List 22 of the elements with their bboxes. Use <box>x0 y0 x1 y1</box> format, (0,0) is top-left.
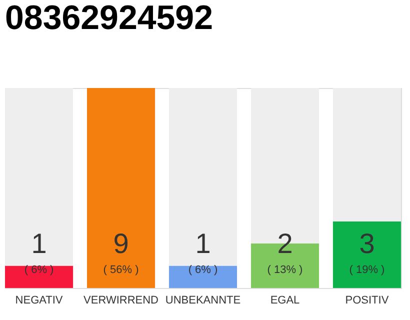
chart-title: 08362924592 <box>5 0 214 37</box>
data-label: 1 <box>195 228 211 259</box>
bar <box>332 88 401 222</box>
x-tick-label: POSITIV <box>345 294 390 306</box>
x-tick-label: UNBEKANNTE <box>165 294 241 306</box>
bar <box>5 88 74 266</box>
data-label: 9 <box>113 228 129 259</box>
x-tick-label: EGAL <box>270 294 300 306</box>
data-label: 3 <box>359 228 375 259</box>
x-tick-label: VERWIRREND <box>84 294 159 306</box>
data-label: 1 <box>31 228 47 259</box>
annotation: ( 6% ) <box>188 264 218 276</box>
annotation: ( 56% ) <box>103 264 139 276</box>
annotation: ( 19% ) <box>349 264 385 276</box>
annotation: ( 13% ) <box>267 264 303 276</box>
bar <box>5 266 74 288</box>
annotation: ( 6% ) <box>24 264 54 276</box>
bar <box>168 88 238 266</box>
bar <box>332 221 401 288</box>
bar <box>86 88 156 288</box>
x-tick-label: NEGATIV <box>15 294 64 306</box>
bar <box>168 266 238 288</box>
